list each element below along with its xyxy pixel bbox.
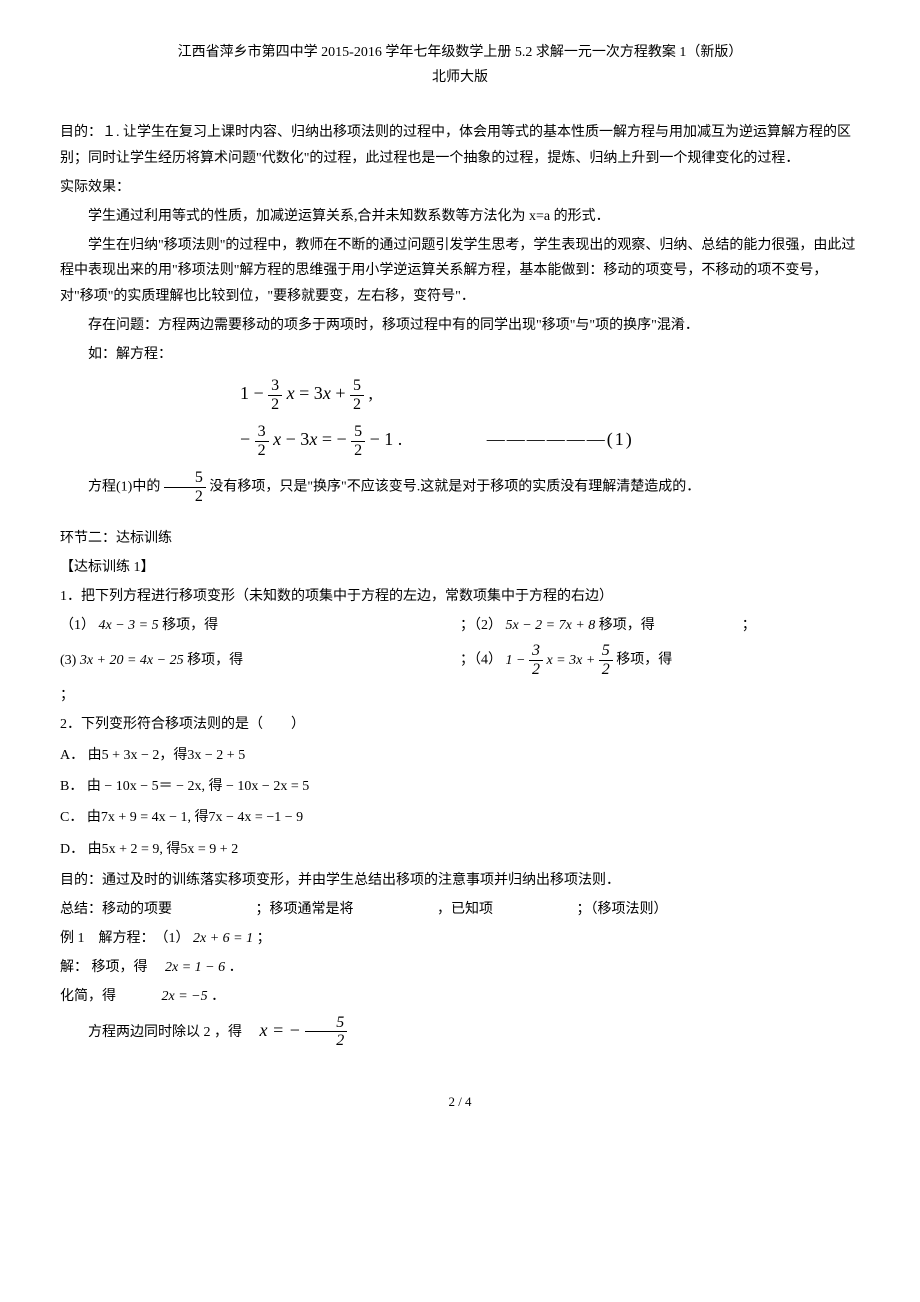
sol-l1-pre: 解： 移项，得 (60, 960, 148, 975)
optD-label: D． (60, 842, 84, 857)
sol-l1-eq: 2x = 1 − 6 (165, 960, 225, 975)
q1-2-post: 移项，得 (599, 618, 655, 633)
sol-l1-dot: ． (229, 960, 243, 975)
q1-4-post: 移项，得 (616, 653, 672, 668)
summary-line: 总结：移动的项要 ；移项通常是将 ，已知项 ；（移项法则） (60, 897, 860, 922)
effect-label: 实际效果： (60, 175, 860, 200)
ex1-eq: 2x + 6 = 1 (193, 931, 253, 946)
q1-1-post: 移项，得 (162, 618, 218, 633)
option-c: C． 由7x + 9 = 4x − 1, 得7x − 4x = −1 − 9 (60, 805, 860, 830)
option-b: B． 由 − 10x − 5＝ − 2x, 得 − 10x − 2x = 5 (60, 774, 860, 799)
sol-l3: 方程两边同时除以 2 ，得 x = − 52 (60, 1014, 860, 1050)
eq-note-pre: 方程(1)中的 (88, 480, 160, 495)
q1-2-pre: ；（2） (460, 618, 502, 633)
effect-p2: 学生在归纳"移项法则"的过程中，教师在不断的通过问题引发学生思考，学生表现出的观… (60, 233, 860, 309)
optC-text: 由7x + 9 = 4x − 1, 得7x − 4x = −1 − 9 (87, 810, 303, 825)
optB-text: 由 − 10x − 5＝ − 2x, 得 − 10x − 2x = 5 (87, 779, 309, 794)
optD-text: 由5x + 2 = 9, 得5x = 9 + 2 (88, 842, 239, 857)
train-label: 【达标训练 1】 (60, 555, 860, 580)
q1-4-pre: ；（4） (460, 653, 502, 668)
example-label: 如：解方程： (60, 342, 860, 367)
q1-row1: （1） 4x − 3 = 5 移项，得 ；（2） 5x − 2 = 7x + 8… (60, 613, 860, 638)
effect-p1: 学生通过利用等式的性质，加减逆运算关系,合并未知数系数等方法化为 x=a 的形式… (60, 204, 860, 229)
optA-text: 由5 + 3x − 2，得3x − 2 + 5 (88, 748, 246, 763)
q2-stem: 2．下列变形符合移项法则的是（ ） (60, 712, 860, 737)
equation-1: 1 − 32 x = 3x + 52 , (60, 377, 860, 413)
ex1-line: 例 1 解方程： （1） 2x + 6 = 1 ； (60, 926, 860, 951)
q1-2-end: ； (742, 618, 756, 633)
q1-1-pre: （1） (60, 618, 95, 633)
optC-label: C． (60, 810, 83, 825)
eq-annotation: ——————(1) (487, 423, 634, 455)
page-number: 2 / 4 (60, 1090, 860, 1113)
q1-3-post: 移项，得 (187, 653, 243, 668)
q1-1-math: 4x − 3 = 5 (99, 618, 159, 633)
optA-label: A． (60, 748, 84, 763)
header-line2: 北师大版 (60, 65, 860, 90)
q1-2-math: 5x − 2 = 7x + 8 (506, 618, 596, 633)
purpose-para: 目的：１. 让学生在复习上课时内容、归纳出移项法则的过程中，体会用等式的基本性质… (60, 120, 860, 170)
q1-3-pre: (3) (60, 653, 80, 668)
ex1-label: 例 1 解方程： （1） (60, 931, 190, 946)
equation-2: − 32 x − 3x = − 52 − 1 . ——————(1) (60, 423, 860, 459)
problem-label: 存在问题： (88, 318, 158, 333)
section-2-title: 环节二：达标训练 (60, 526, 860, 551)
problem-text: 方程两边需要移动的项多于两项时，移项过程中有的同学出现"移项"与"项的换序"混淆… (158, 318, 699, 333)
header-line1: 江西省萍乡市第四中学 2015-2016 学年七年级数学上册 5.2 求解一元一… (60, 40, 860, 65)
purpose-label: 目的： (60, 125, 102, 140)
eq-note-post: 没有移项，只是"换序"不应该变号.这就是对于移项的实质没有理解清楚造成的． (209, 480, 700, 495)
option-a: A． 由5 + 3x − 2，得3x − 2 + 5 (60, 743, 860, 768)
summary-pre: 总结：移动的项要 (60, 902, 172, 917)
q1-stem: 1．把下列方程进行移项变形（未知数的项集中于方程的左边，常数项集中于方程的右边） (60, 584, 860, 609)
summary-mid2: ，已知项 (437, 902, 493, 917)
problem-para: 存在问题：方程两边需要移动的项多于两项时，移项过程中有的同学出现"移项"与"项的… (60, 313, 860, 338)
purpose-text: １. 让学生在复习上课时内容、归纳出移项法则的过程中，体会用等式的基本性质一解方… (60, 125, 851, 165)
ex1-sc: ； (257, 931, 271, 946)
optB-label: B． (60, 779, 83, 794)
page-header: 江西省萍乡市第四中学 2015-2016 学年七年级数学上册 5.2 求解一元一… (60, 40, 860, 90)
sol-l3-pre: 方程两边同时除以 2 ，得 (88, 1025, 242, 1040)
q1-semicolon: ； (60, 683, 860, 708)
q1-row2: (3) 3x + 20 = 4x − 25 移项，得 ；（4） 1 − 32 x… (60, 642, 860, 678)
option-d: D． 由5x + 2 = 9, 得5x = 9 + 2 (60, 837, 860, 862)
sol-l2: 化简，得 2x = −5 ． (60, 984, 860, 1009)
summary-mid1: ；移项通常是将 (256, 902, 354, 917)
sol-l2-eq: 2x = −5 (162, 989, 208, 1004)
purpose2: 目的：通过及时的训练落实移项变形，并由学生总结出移项的注意事项并归纳出移项法则． (60, 868, 860, 893)
sol-l2-dot: ． (211, 989, 225, 1004)
q1-4-math: 1 − 32 x = 3x + 52 (506, 653, 613, 668)
eq-note: 方程(1)中的 52 没有移项，只是"换序"不应该变号.这就是对于移项的实质没有… (60, 469, 860, 505)
sol-l1: 解： 移项，得 2x = 1 − 6 ． (60, 955, 860, 980)
summary-end: ；（移项法则） (577, 902, 668, 917)
sol-l2-pre: 化简，得 (60, 989, 116, 1004)
q1-3-math: 3x + 20 = 4x − 25 (80, 653, 184, 668)
